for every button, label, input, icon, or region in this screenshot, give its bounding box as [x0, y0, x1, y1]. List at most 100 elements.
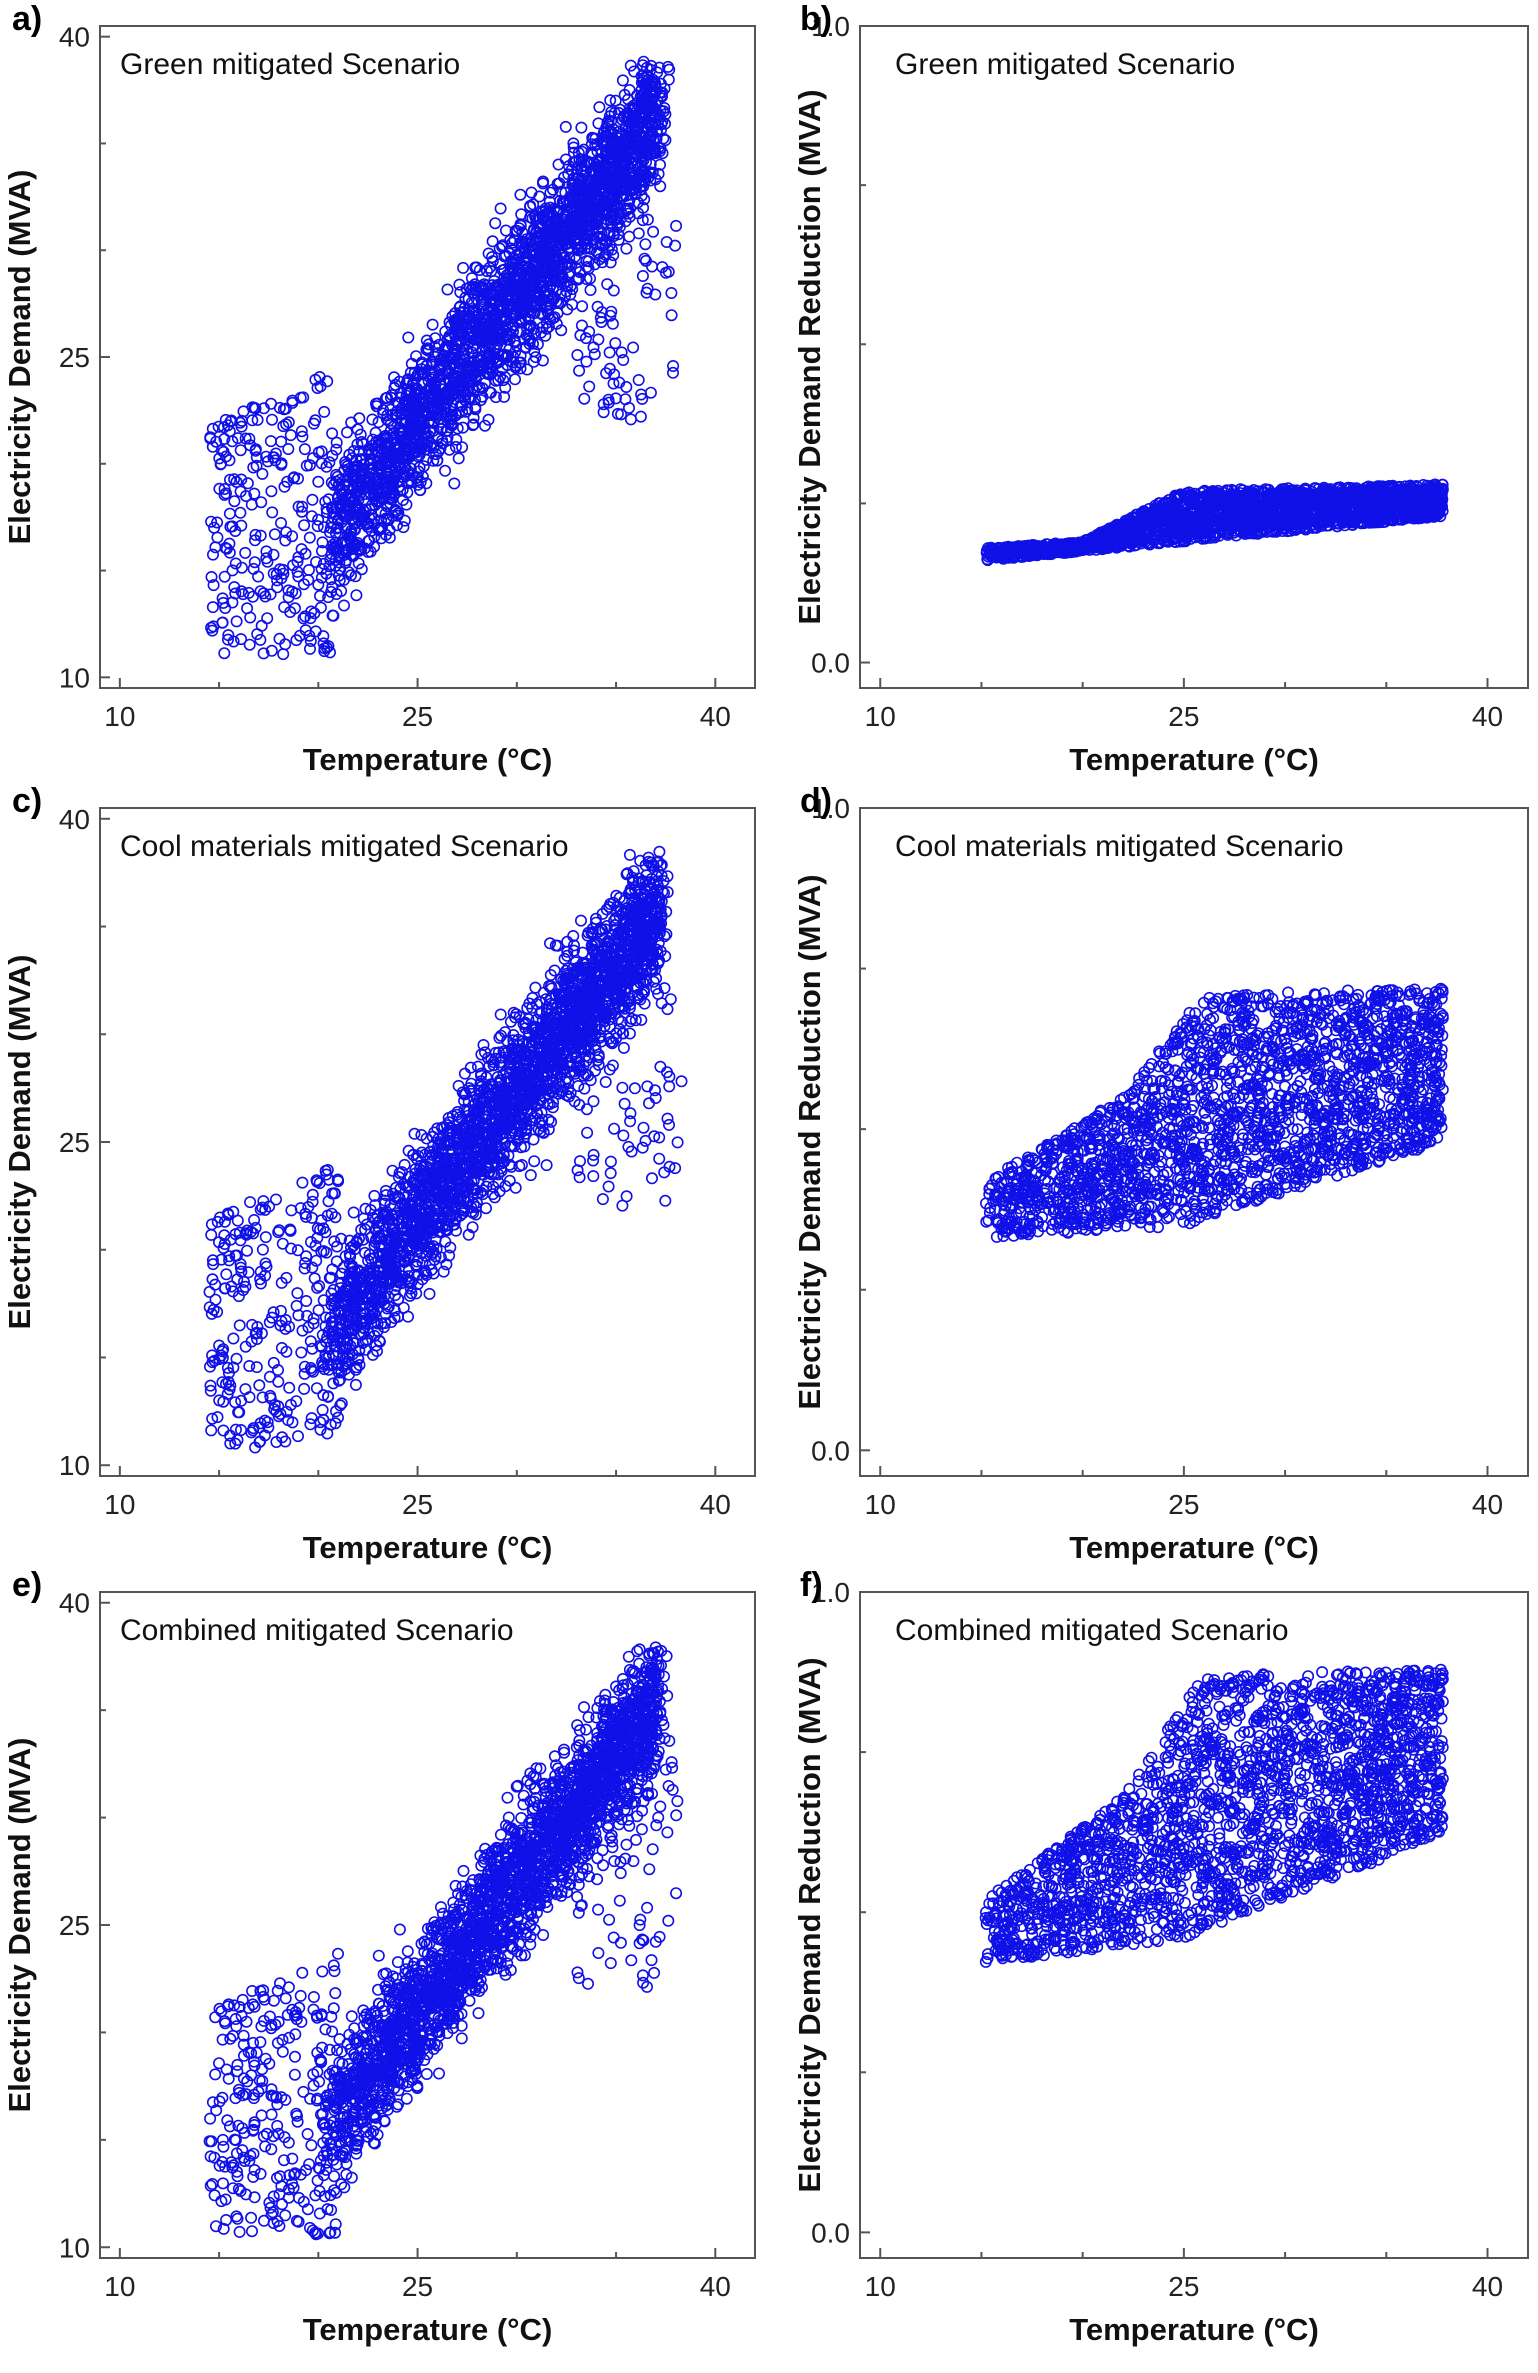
data-point — [449, 478, 459, 488]
data-point — [666, 288, 676, 298]
data-point — [594, 102, 604, 112]
data-point — [628, 342, 638, 352]
data-point — [245, 640, 255, 650]
data-point — [616, 347, 626, 357]
data-point — [621, 243, 631, 253]
data-point — [339, 600, 349, 610]
data-point — [427, 319, 437, 329]
data-point — [593, 334, 603, 344]
data-point — [403, 332, 413, 342]
x-tick-label: 10 — [104, 701, 135, 732]
data-point — [212, 532, 222, 542]
data-point — [574, 366, 584, 376]
data-point — [495, 203, 505, 213]
panel-letter: a) — [12, 0, 42, 38]
y-tick-label: 25 — [59, 342, 90, 373]
data-point — [316, 602, 326, 612]
data-point — [304, 565, 314, 575]
data-point — [278, 649, 288, 659]
data-point — [553, 159, 563, 169]
data-point — [276, 436, 286, 446]
data-point — [618, 75, 628, 85]
data-point — [640, 239, 650, 249]
data-point — [610, 338, 620, 348]
data-point — [398, 522, 408, 532]
data-point — [634, 375, 644, 385]
data-point — [581, 356, 591, 366]
data-point — [579, 394, 589, 404]
data-point — [638, 271, 648, 281]
scatter-series — [982, 479, 1449, 565]
data-point — [624, 231, 634, 241]
data-point — [231, 616, 241, 626]
data-point — [585, 285, 595, 295]
data-point — [590, 349, 600, 359]
data-point — [305, 532, 315, 542]
data-point — [245, 612, 255, 622]
data-point — [668, 361, 678, 371]
data-point — [577, 301, 587, 311]
data-point — [320, 497, 330, 507]
data-point — [240, 548, 250, 558]
x-tick-label: 25 — [402, 701, 433, 732]
data-point — [286, 430, 296, 440]
data-point — [624, 403, 634, 413]
data-point — [598, 407, 608, 417]
data-point — [515, 190, 525, 200]
data-point — [367, 414, 377, 424]
data-point — [666, 310, 676, 320]
scatter-series — [205, 57, 681, 660]
data-point — [584, 381, 594, 391]
data-point — [440, 466, 450, 476]
data-point — [267, 507, 277, 517]
data-point — [208, 602, 218, 612]
data-point — [303, 575, 313, 585]
data-point — [272, 582, 282, 592]
data-point — [490, 218, 500, 228]
data-point — [235, 508, 245, 518]
data-point — [561, 122, 571, 132]
data-point — [236, 445, 246, 455]
data-point — [342, 427, 352, 437]
plot-frame — [860, 26, 1528, 688]
data-point — [299, 520, 309, 530]
data-point — [270, 529, 280, 539]
data-point — [648, 227, 658, 237]
data-point — [313, 477, 323, 487]
data-point — [219, 648, 229, 658]
data-point — [647, 261, 657, 271]
data-point — [346, 417, 356, 427]
y-tick-label: 10 — [59, 662, 90, 693]
data-point — [276, 518, 286, 528]
data-point — [299, 579, 309, 589]
data-point — [351, 590, 361, 600]
data-point — [609, 285, 619, 295]
data-point — [310, 415, 320, 425]
y-tick-label: 40 — [59, 22, 90, 53]
data-point — [626, 414, 636, 424]
data-point — [319, 407, 329, 417]
data-point — [604, 347, 614, 357]
data-point — [671, 221, 681, 231]
data-point — [256, 497, 266, 507]
data-point — [266, 436, 276, 446]
x-tick-label: 10 — [865, 701, 896, 732]
data-point — [510, 374, 520, 384]
data-point — [576, 122, 586, 132]
data-point — [225, 508, 235, 518]
data-point — [454, 453, 464, 463]
data-point — [215, 459, 225, 469]
data-point — [636, 411, 646, 421]
data-point — [442, 284, 452, 294]
data-point — [220, 572, 230, 582]
chart-title: Green mitigated Scenario — [120, 48, 460, 81]
data-point — [267, 415, 277, 425]
data-point — [262, 613, 272, 623]
x-tick-label: 40 — [1472, 701, 1503, 732]
data-point — [572, 350, 582, 360]
x-tick-label: 25 — [1168, 701, 1199, 732]
